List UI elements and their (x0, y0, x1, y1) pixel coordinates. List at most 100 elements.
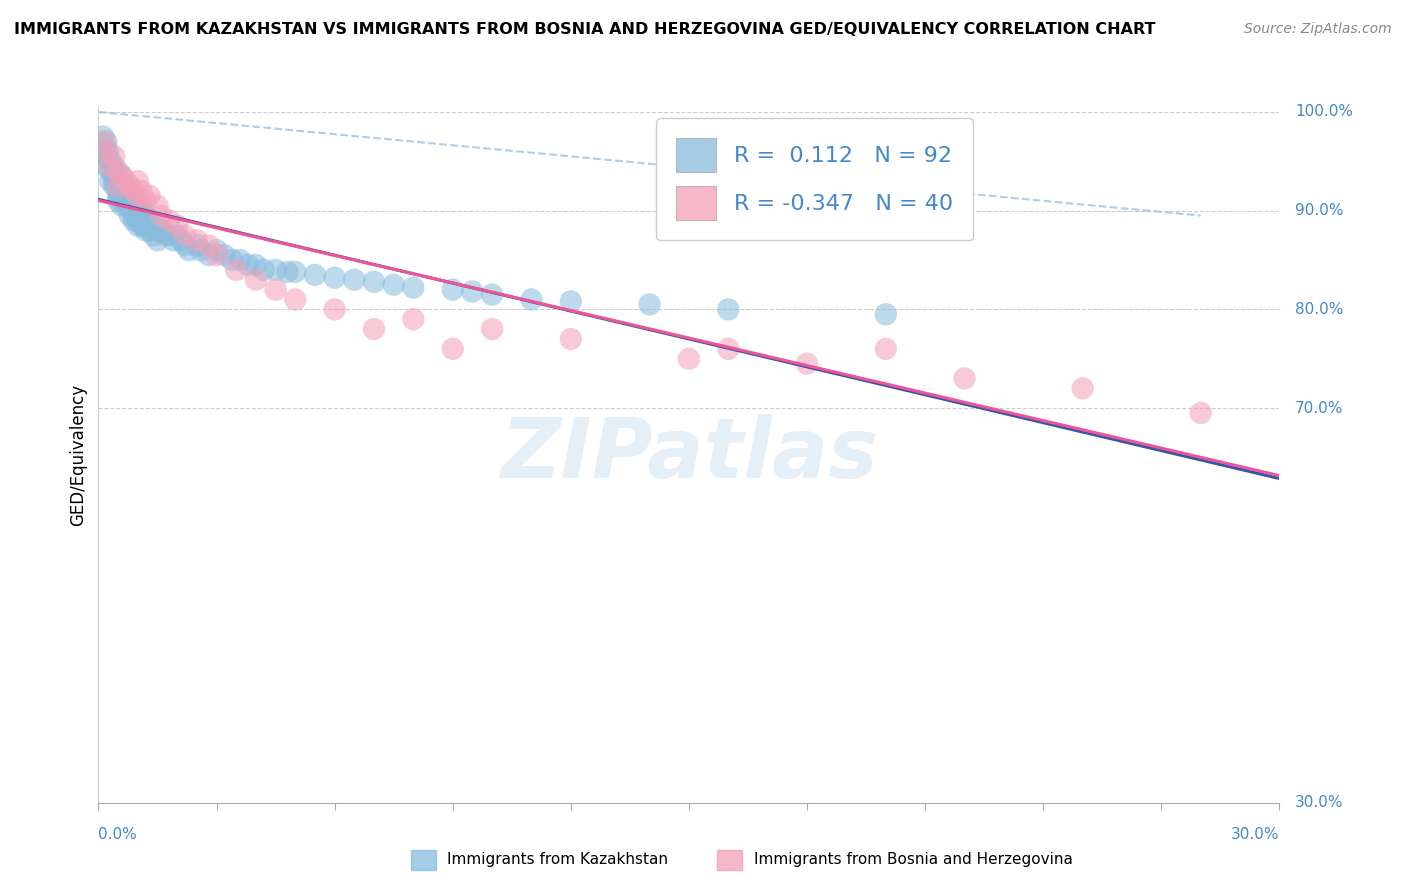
Text: Source: ZipAtlas.com: Source: ZipAtlas.com (1244, 22, 1392, 37)
Point (214, 248, 236, 262)
Point (115, 194, 138, 208)
Point (253, 263, 276, 277)
Point (127, 219, 149, 233)
Point (127, 209, 149, 223)
Point (284, 265, 307, 279)
Point (363, 322, 385, 336)
Point (138, 213, 160, 227)
Point (150, 209, 173, 223)
Point (146, 223, 169, 237)
Point (363, 275, 385, 289)
Point (107, 194, 129, 208)
Point (678, 351, 700, 366)
Point (166, 219, 188, 233)
Point (111, 169, 134, 183)
Text: 90.0%: 90.0% (1295, 203, 1344, 219)
Point (236, 258, 259, 272)
Point (174, 238, 197, 252)
Point (205, 248, 228, 262)
Point (284, 293, 307, 307)
Point (118, 189, 141, 203)
Point (127, 189, 149, 203)
Point (115, 199, 138, 213)
Point (115, 174, 138, 188)
Point (131, 184, 153, 198)
Point (122, 213, 145, 227)
Point (146, 219, 169, 233)
Point (111, 199, 134, 213)
Point (402, 280, 425, 294)
Point (103, 179, 125, 194)
Point (197, 248, 219, 262)
Point (264, 283, 287, 297)
Point (245, 258, 267, 272)
Text: 100.0%: 100.0% (1295, 104, 1353, 120)
Point (107, 174, 129, 188)
Point (157, 228, 180, 243)
Text: IMMIGRANTS FROM KAZAKHSTAN VS IMMIGRANTS FROM BOSNIA AND HERZEGOVINA GED/EQUIVAL: IMMIGRANTS FROM KAZAKHSTAN VS IMMIGRANTS… (14, 22, 1156, 37)
Point (162, 233, 184, 247)
Point (93, 145, 115, 159)
Point (118, 209, 141, 223)
Point (142, 228, 165, 243)
Point (229, 252, 252, 267)
Point (382, 277, 405, 292)
Point (520, 293, 543, 307)
Point (441, 283, 464, 297)
Text: Immigrants from Kazakhstan: Immigrants from Kazakhstan (447, 853, 668, 867)
Point (953, 371, 976, 385)
Point (111, 184, 134, 198)
Point (115, 179, 138, 194)
Point (205, 243, 228, 257)
Point (264, 263, 287, 277)
Point (127, 194, 149, 208)
Point (166, 228, 188, 243)
Point (717, 342, 740, 356)
Point (135, 223, 157, 237)
Text: ZIPatlas: ZIPatlas (501, 415, 877, 495)
Point (127, 174, 149, 188)
Point (118, 184, 141, 198)
Text: 70.0%: 70.0% (1295, 401, 1344, 416)
Point (190, 243, 212, 257)
Point (122, 184, 145, 198)
Point (131, 219, 153, 233)
Text: 80.0%: 80.0% (1295, 301, 1344, 317)
Point (98, 174, 121, 188)
Point (98, 154, 121, 169)
Point (115, 184, 138, 198)
Point (481, 322, 503, 336)
Point (174, 228, 197, 243)
Point (225, 263, 247, 277)
Point (107, 179, 129, 194)
Point (122, 199, 145, 213)
Y-axis label: GED/Equivalency: GED/Equivalency (69, 384, 87, 526)
Legend: R =  0.112   N = 92, R = -0.347   N = 40: R = 0.112 N = 92, R = -0.347 N = 40 (657, 118, 973, 240)
Text: 30.0%: 30.0% (1232, 828, 1279, 842)
Point (98, 159, 121, 173)
Point (103, 159, 125, 173)
Point (131, 199, 153, 213)
Point (97, 145, 120, 159)
Point (638, 297, 661, 311)
Point (105, 164, 128, 178)
Point (481, 287, 503, 301)
Point (122, 194, 145, 208)
Point (138, 223, 160, 237)
Point (103, 174, 125, 188)
Point (717, 302, 740, 317)
Text: 30.0%: 30.0% (1295, 796, 1344, 810)
Point (304, 268, 326, 282)
Point (461, 285, 484, 299)
Point (98, 164, 121, 178)
Point (131, 209, 153, 223)
Point (276, 265, 298, 279)
Point (170, 233, 193, 247)
Point (127, 213, 149, 227)
Point (155, 228, 177, 243)
Point (107, 179, 129, 194)
Point (118, 199, 141, 213)
Point (186, 238, 208, 252)
Point (107, 189, 129, 203)
Point (323, 270, 346, 285)
